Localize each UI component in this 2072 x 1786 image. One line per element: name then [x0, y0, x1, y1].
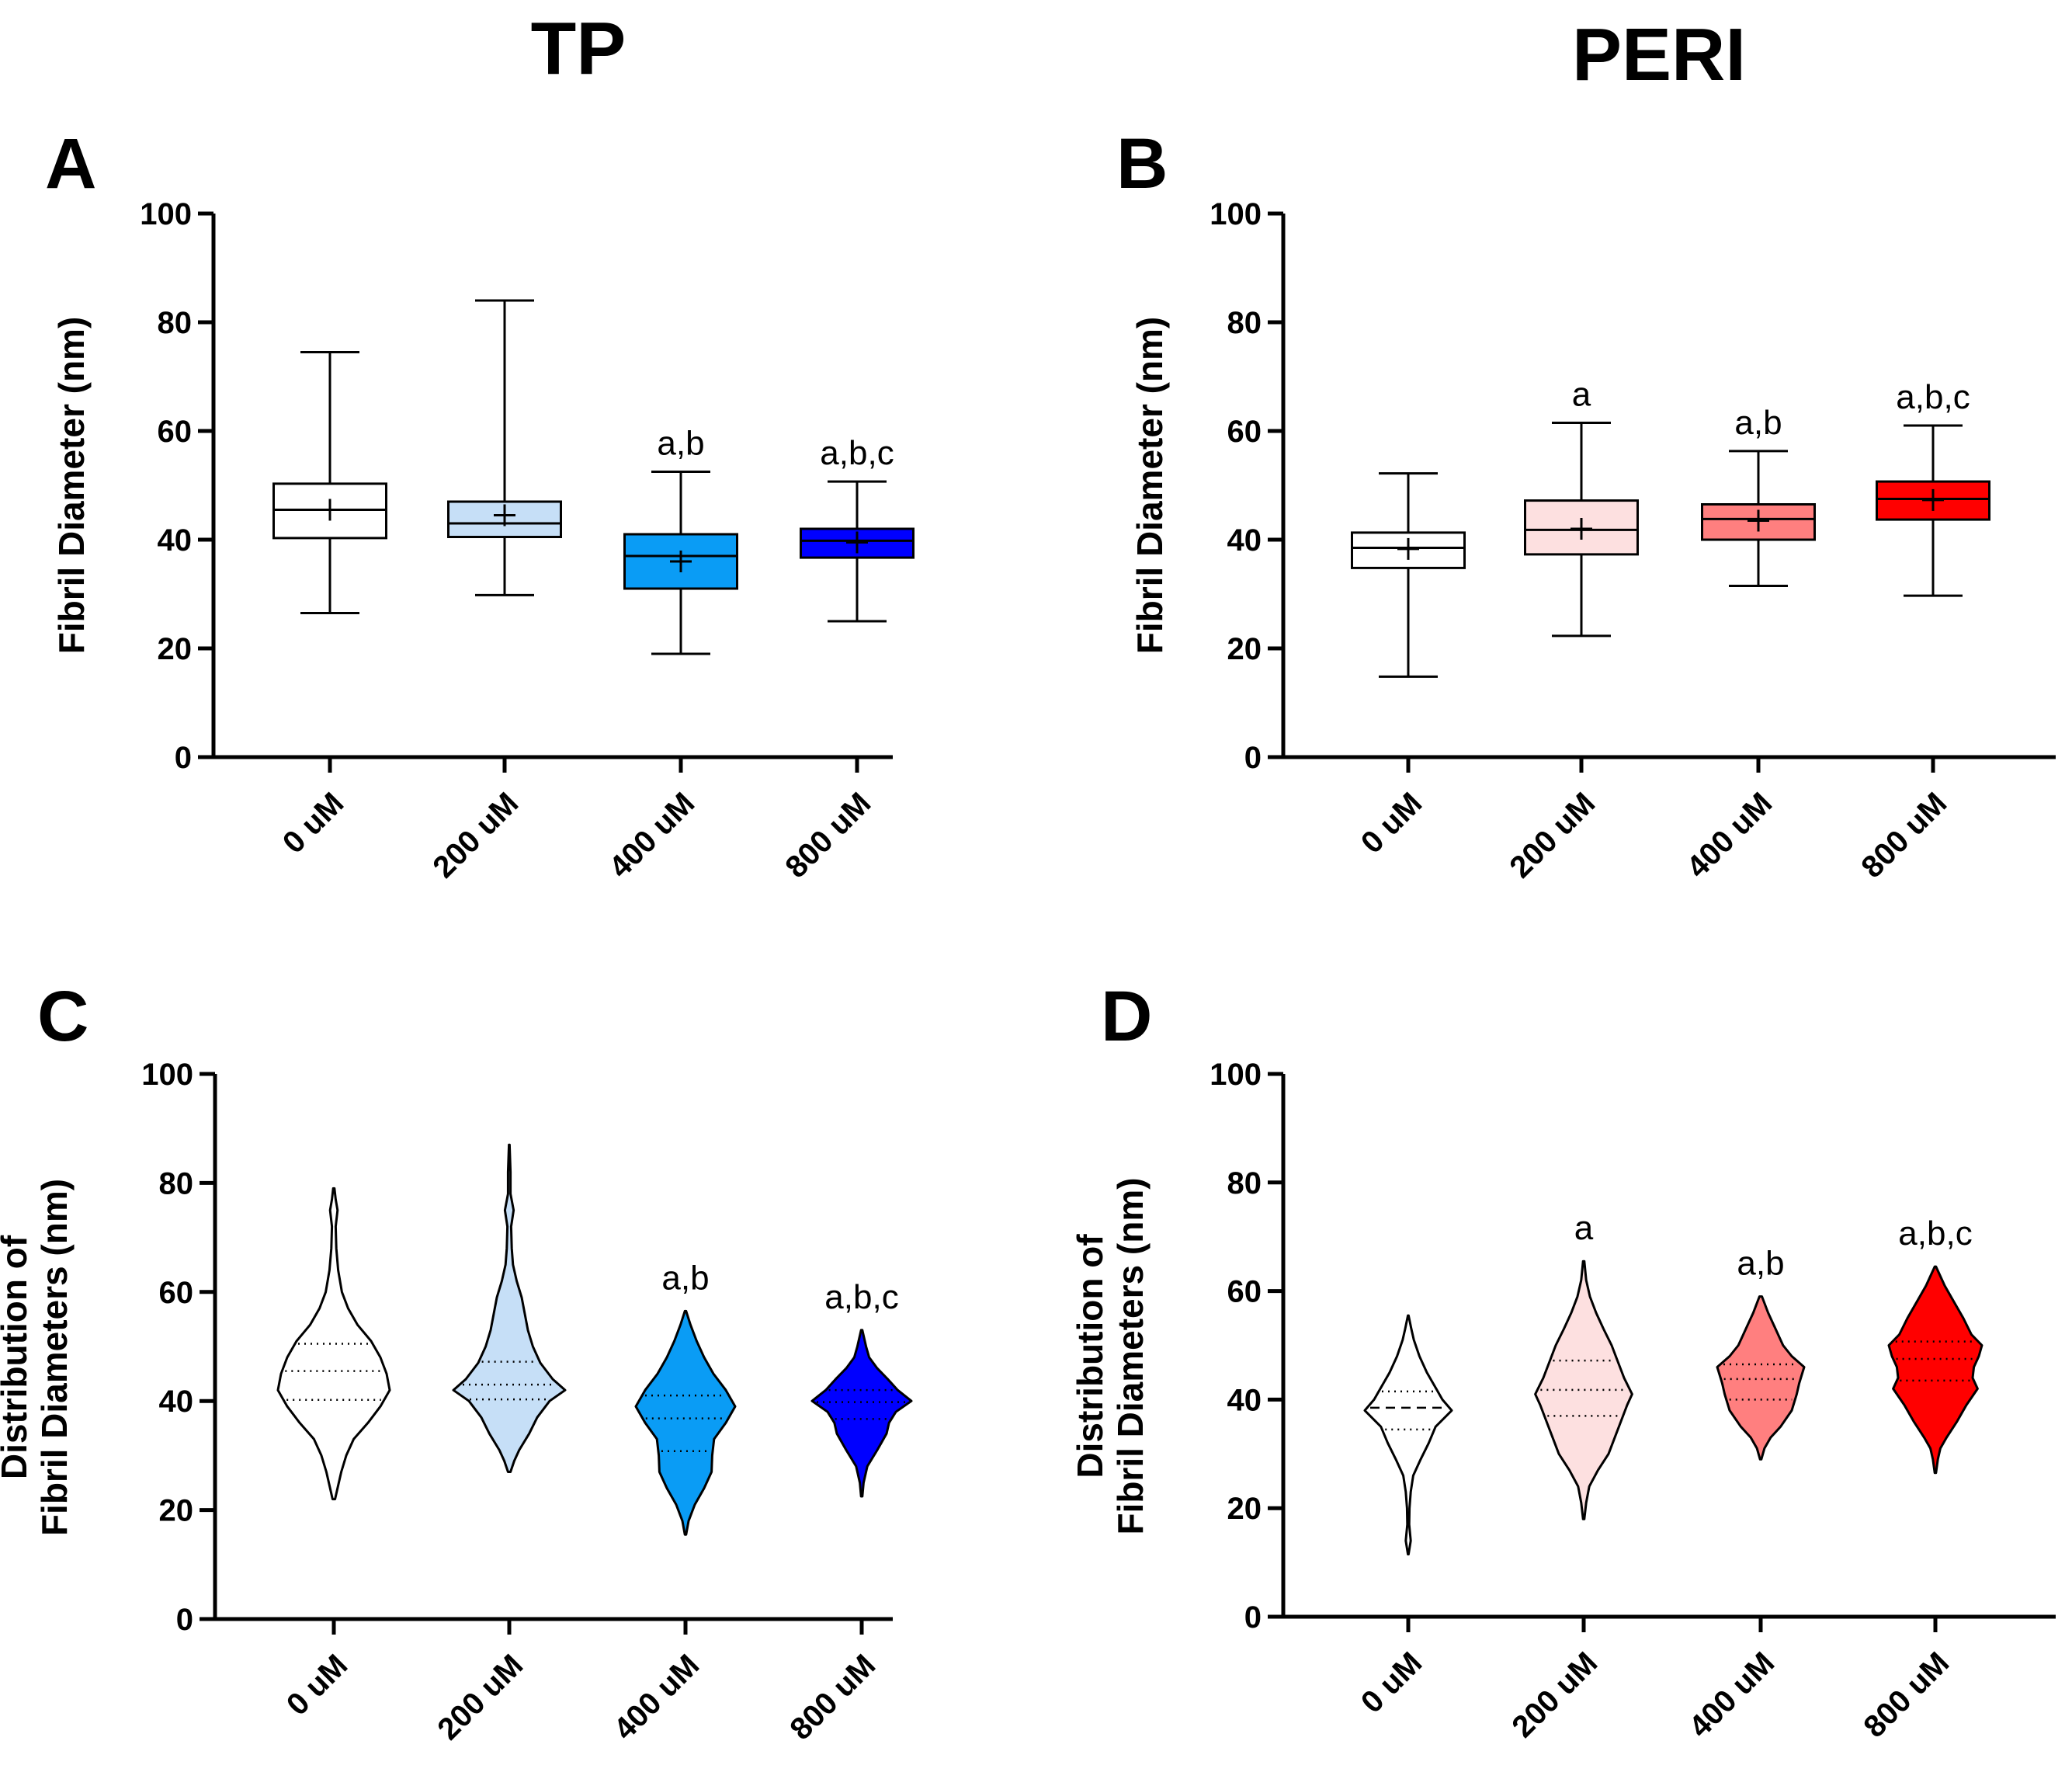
x-tick-label: 0 uM — [276, 786, 351, 860]
y-tick-label: 0 — [176, 1603, 193, 1637]
violin-2: a,b — [634, 1259, 737, 1536]
column-title-tp: TP — [531, 7, 626, 90]
significance-label: a — [1574, 1209, 1594, 1247]
panel-c-violin: 0 20 40 60 80 100 Distribution of Fibril Diamet… — [0, 1058, 913, 1746]
y-axis-title: Fibril Diameter (nm) — [51, 317, 92, 655]
significance-label: a,b — [1734, 404, 1782, 442]
y-tick-label: 40 — [1227, 1383, 1262, 1417]
violin-1: a — [1534, 1209, 1633, 1520]
y-tick-label: 60 — [1227, 1275, 1262, 1309]
x-tick-label: 200 uM — [1505, 1645, 1604, 1744]
box-1: a — [1524, 376, 1639, 638]
x-tick-label: 0 uM — [1355, 786, 1429, 860]
panel-letter-c: C — [37, 977, 89, 1056]
significance-label: a,b — [661, 1259, 709, 1297]
x-tick-label: 400 uM — [602, 786, 701, 884]
significance-label: a — [1572, 376, 1591, 414]
y-tick-label: 20 — [159, 1494, 194, 1528]
y-tick-label: 0 — [1244, 1600, 1262, 1635]
x-tick-label: 800 uM — [779, 786, 877, 884]
y-tick-label: 20 — [158, 632, 193, 666]
y-tick-label: 80 — [1227, 1166, 1262, 1201]
violin-2: a,b — [1716, 1245, 1806, 1461]
box-0 — [1351, 472, 1466, 678]
violin-body — [1363, 1314, 1453, 1556]
box-1 — [447, 299, 562, 596]
y-tick-label: 60 — [158, 415, 193, 449]
y-tick-label: 0 — [1244, 741, 1262, 775]
panel-a-boxplot: 0 20 40 60 80 100 Fibril Diameter (nm) 0 uM 200 … — [51, 197, 915, 884]
y-tick-label: 100 — [1210, 197, 1262, 231]
significance-label: a,b,c — [1896, 378, 1970, 416]
column-title-peri: PERI — [1572, 13, 1746, 96]
x-tick-label: 400 uM — [1682, 1645, 1781, 1744]
significance-label: a,b,c — [1898, 1214, 1972, 1253]
violin-1 — [452, 1143, 567, 1473]
x-tick-label: 400 uM — [607, 1648, 706, 1746]
x-tick-label: 200 uM — [426, 786, 525, 884]
violin-body — [1887, 1265, 1983, 1475]
x-tick-label: 800 uM — [783, 1648, 882, 1746]
y-tick-label: 100 — [1210, 1058, 1262, 1092]
y-tick-label: 0 — [175, 741, 192, 775]
y-tick-label: 40 — [1227, 523, 1262, 558]
box-0 — [272, 351, 387, 614]
y-axis-title: Fibril Diameter (nm) — [1130, 317, 1170, 655]
violin-0 — [276, 1187, 391, 1501]
x-tick-label: 400 uM — [1680, 786, 1779, 884]
y-axis-title-line: Fibril Diameters (nm) — [34, 1179, 75, 1536]
violin-body — [810, 1329, 913, 1498]
box-3: a,b,c — [1876, 378, 1990, 597]
y-tick-label: 60 — [159, 1276, 194, 1310]
y-tick-label: 60 — [1227, 415, 1262, 449]
violin-3: a,b,c — [1887, 1214, 1983, 1475]
y-tick-label: 100 — [141, 1058, 193, 1092]
x-tick-label: 200 uM — [431, 1648, 529, 1746]
violin-body — [276, 1187, 391, 1501]
panel-d-violin: 0 20 40 60 80 100 Distribution of Fibril Diamet… — [1070, 1058, 2056, 1744]
x-tick-label: 0 uM — [1355, 1645, 1429, 1720]
y-axis-title-line: Distribution of — [1070, 1234, 1110, 1478]
y-axis-title-line: Fibril Diameters (nm) — [1110, 1177, 1151, 1534]
violin-body — [1534, 1260, 1633, 1520]
x-tick-label: 200 uM — [1503, 786, 1602, 884]
x-tick-label: 800 uM — [1855, 786, 1953, 884]
y-tick-label: 80 — [158, 306, 193, 340]
box-3: a,b,c — [800, 434, 915, 623]
y-tick-label: 40 — [158, 523, 193, 558]
panel-letter-b: B — [1116, 124, 1168, 203]
significance-label: a,b — [1737, 1245, 1784, 1283]
y-tick-label: 20 — [1227, 1492, 1262, 1526]
y-axis-title-line: Distribution of — [0, 1235, 34, 1479]
box-2: a,b — [623, 425, 738, 655]
violin-body — [634, 1309, 737, 1536]
y-tick-label: 20 — [1227, 632, 1262, 666]
y-tick-label: 80 — [1227, 306, 1262, 340]
x-tick-label: 0 uM — [280, 1648, 355, 1722]
y-tick-label: 100 — [140, 197, 192, 231]
significance-label: a,b,c — [820, 434, 894, 472]
panel-b-boxplot: 0 20 40 60 80 100 Fibril Diameter (nm) 0 uM 200 … — [1130, 197, 2056, 884]
panel-letter-d: D — [1101, 977, 1152, 1056]
y-tick-label: 80 — [159, 1166, 194, 1201]
violin-body — [1716, 1295, 1806, 1461]
significance-label: a,b — [657, 425, 704, 463]
significance-label: a,b,c — [824, 1278, 898, 1316]
panel-letter-a: A — [45, 124, 96, 203]
violin-3: a,b,c — [810, 1278, 913, 1498]
x-tick-label: 800 uM — [1857, 1645, 1956, 1744]
violin-body — [452, 1143, 567, 1473]
violin-0 — [1363, 1314, 1453, 1556]
y-tick-label: 40 — [159, 1385, 194, 1419]
box-2: a,b — [1701, 404, 1816, 587]
